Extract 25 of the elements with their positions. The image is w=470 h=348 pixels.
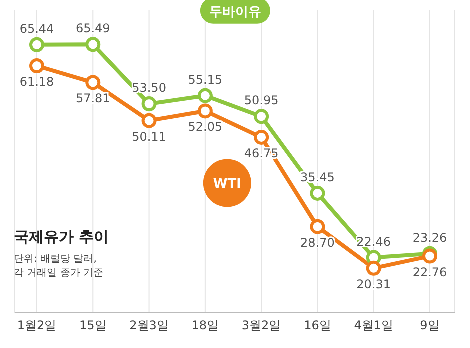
data-label: 20.31 [356,277,392,292]
name-tag: 두바이유 [200,0,270,24]
data-label: 23.26 [412,230,448,245]
x-tick-label: 3월2일 [242,318,282,333]
data-label: 65.49 [76,22,110,36]
data-label: 61.18 [20,75,54,90]
data-label: 50.11 [132,130,166,144]
x-tick-label: 1월2일 [17,318,57,333]
data-label: 55.15 [188,72,223,87]
annotation: 단위: 배럴당 달러, [14,253,98,267]
x-tick-label: 16일 [304,318,332,333]
x-tick-label: 15일 [80,318,107,333]
name-tag: WTI [203,159,252,208]
text: 국제유가 추이 [14,228,110,247]
x-tick-label: 2월3일 [130,318,169,333]
data-label: 65.44 [20,22,54,36]
x-tick-label: 4월1일 [354,318,394,333]
data-label: 57.81 [76,92,110,106]
data-label: 22.76 [412,265,448,280]
data-label: 50.95 [244,94,279,108]
annotation: 각 거래일 종가 기준 [14,267,105,281]
data-label: 52.05 [188,120,223,134]
x-tick-label: 9일 [420,318,440,333]
data-label: 28.70 [300,236,335,250]
x-tick-label: 18일 [192,318,220,333]
